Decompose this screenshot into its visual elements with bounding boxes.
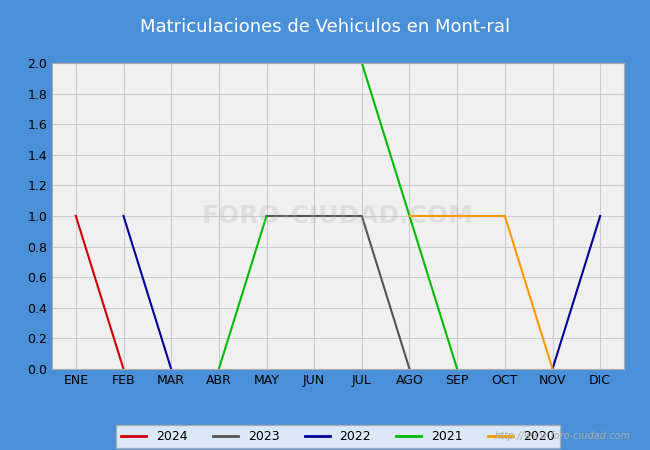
Legend: 2024, 2023, 2022, 2021, 2020: 2024, 2023, 2022, 2021, 2020 [116,425,560,449]
Text: http://www.foro-ciudad.com: http://www.foro-ciudad.com [495,431,630,441]
Text: Matriculaciones de Vehiculos en Mont-ral: Matriculaciones de Vehiculos en Mont-ral [140,18,510,36]
Text: FORO-CIUDAD.COM: FORO-CIUDAD.COM [202,204,474,228]
